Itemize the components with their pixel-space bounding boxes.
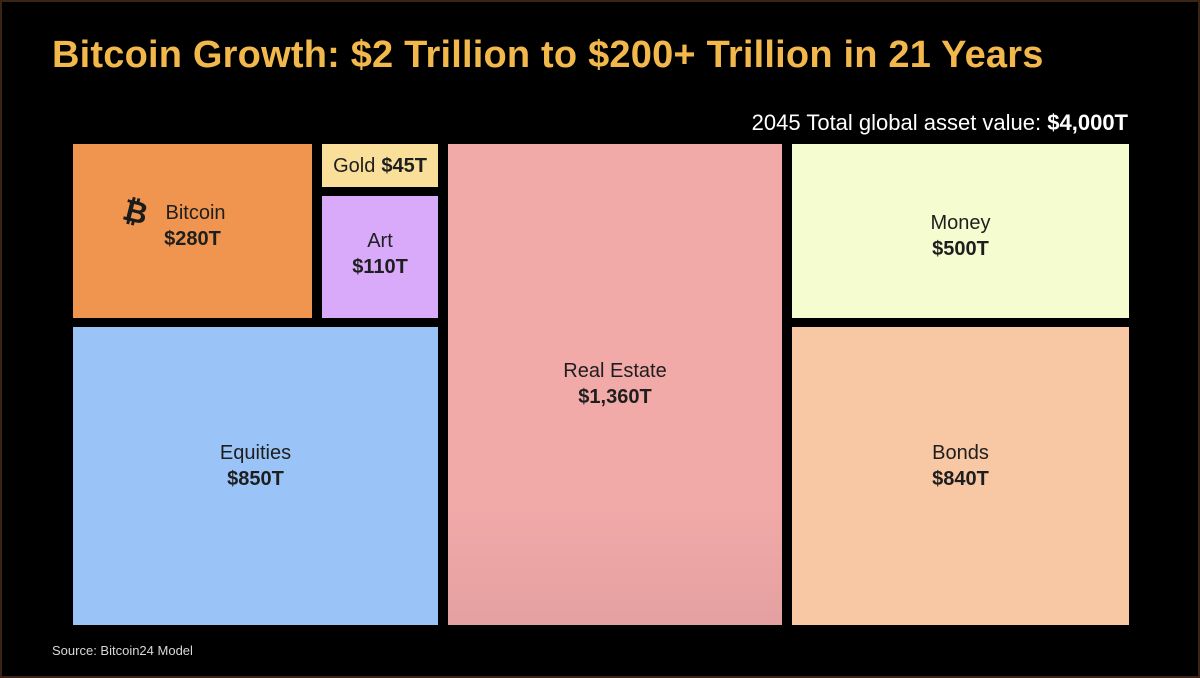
total-asset-value: 2045 Total global asset value: $4,000T bbox=[752, 110, 1128, 136]
bitcoin-icon: ₿ bbox=[119, 193, 152, 232]
tile-bitcoin: ₿ Bitcoin $280T bbox=[73, 144, 312, 318]
tile-value: $500T bbox=[932, 238, 989, 260]
tile-label: Money bbox=[930, 212, 991, 234]
total-value: $4,000T bbox=[1047, 110, 1128, 135]
tile-money: Money $500T bbox=[792, 144, 1129, 318]
tile-bonds: Bonds $840T bbox=[792, 327, 1129, 625]
tile-label: Bonds bbox=[932, 442, 989, 464]
tile-value: $850T bbox=[227, 468, 284, 490]
tile-real-estate: Real Estate $1,360T bbox=[448, 144, 782, 625]
tile-label: Art bbox=[367, 230, 393, 252]
tile-value: $45T bbox=[381, 154, 427, 177]
tile-label: Gold bbox=[333, 154, 376, 177]
tile-equities: Equities $850T bbox=[73, 327, 438, 625]
tile-label: Equities bbox=[219, 442, 292, 464]
tile-value: $840T bbox=[932, 468, 989, 490]
source-note: Source: Bitcoin24 Model bbox=[52, 643, 193, 658]
total-label: 2045 Total global asset value: bbox=[751, 110, 1048, 135]
tile-label: Bitcoin bbox=[165, 202, 226, 224]
tile-label: Real Estate bbox=[563, 360, 667, 382]
tile-value: $110T bbox=[352, 256, 408, 278]
tile-art: Art $110T bbox=[322, 196, 438, 318]
tile-gold: Gold $45T bbox=[322, 144, 438, 187]
tile-value: $1,360T bbox=[578, 386, 652, 408]
chart-title: Bitcoin Growth: $2 Trillion to $200+ Tri… bbox=[52, 34, 1044, 76]
tile-value: $280T bbox=[164, 228, 221, 250]
